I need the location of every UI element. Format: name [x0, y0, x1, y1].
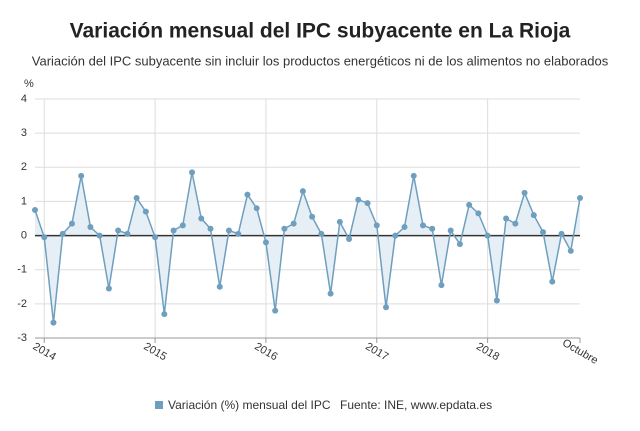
point	[115, 227, 122, 234]
point	[179, 222, 186, 229]
legend-swatch	[155, 401, 163, 409]
legend-label: Variación (%) mensual del IPC	[168, 398, 331, 412]
point	[327, 290, 334, 297]
y-tick-label: -1	[17, 264, 27, 276]
y-tick-label: -3	[17, 332, 27, 344]
point	[87, 224, 94, 231]
y-tick-label: 2	[21, 161, 27, 173]
point	[216, 283, 223, 290]
point	[225, 227, 232, 234]
point	[355, 196, 362, 203]
point	[336, 218, 343, 225]
point	[189, 169, 196, 176]
point	[161, 311, 168, 318]
point	[521, 189, 528, 196]
point	[262, 239, 269, 246]
point	[152, 234, 159, 241]
point	[272, 307, 279, 314]
chart-subtitle: Variación del IPC subyacente sin incluir…	[32, 53, 609, 68]
point	[78, 172, 85, 179]
point	[59, 230, 66, 237]
point	[207, 225, 214, 232]
point	[549, 278, 556, 285]
point	[567, 247, 574, 254]
point	[309, 213, 316, 220]
point	[383, 304, 390, 311]
point	[68, 220, 75, 227]
point	[475, 210, 482, 217]
point	[364, 200, 371, 207]
point	[235, 230, 242, 237]
point	[290, 220, 297, 227]
y-axis-label: %	[24, 78, 34, 90]
source: Fuente: INE, www.epdata.es	[340, 398, 492, 412]
point	[512, 220, 519, 227]
point	[577, 195, 583, 202]
point	[456, 241, 463, 248]
point	[133, 195, 140, 202]
point	[170, 227, 177, 234]
y-tick-label: 4	[21, 93, 27, 105]
point	[447, 227, 454, 234]
point	[253, 205, 260, 212]
point	[466, 201, 473, 208]
point	[198, 215, 205, 222]
point	[410, 172, 417, 179]
point	[401, 224, 408, 231]
point	[142, 208, 149, 215]
y-tick-label: 0	[21, 229, 27, 241]
y-tick-label: 3	[21, 127, 27, 139]
point	[124, 230, 131, 237]
point	[96, 232, 103, 239]
x-tick-label: 2014	[31, 341, 58, 364]
point	[244, 191, 251, 198]
y-tick-label: -2	[17, 298, 27, 310]
x-tick-label: 2015	[142, 341, 169, 364]
x-tick-label: 2018	[474, 341, 501, 364]
point	[503, 215, 510, 222]
point	[318, 230, 325, 237]
point	[105, 285, 112, 292]
point	[419, 222, 426, 229]
chart-title: Variación mensual del IPC subyacente en …	[70, 20, 571, 43]
point	[540, 229, 547, 236]
point	[429, 225, 436, 232]
point	[41, 234, 48, 241]
point	[438, 282, 445, 289]
point	[299, 188, 306, 195]
point	[558, 230, 565, 237]
x-tick-label: 2017	[363, 341, 390, 364]
x-tick-label: 2016	[252, 341, 279, 364]
point	[32, 206, 38, 213]
y-tick-label: 1	[21, 195, 27, 207]
point	[392, 232, 399, 239]
point	[50, 319, 57, 326]
point	[530, 212, 537, 219]
point	[373, 222, 380, 229]
point	[281, 225, 288, 232]
point	[346, 235, 353, 242]
point	[484, 232, 491, 239]
point	[493, 297, 500, 304]
